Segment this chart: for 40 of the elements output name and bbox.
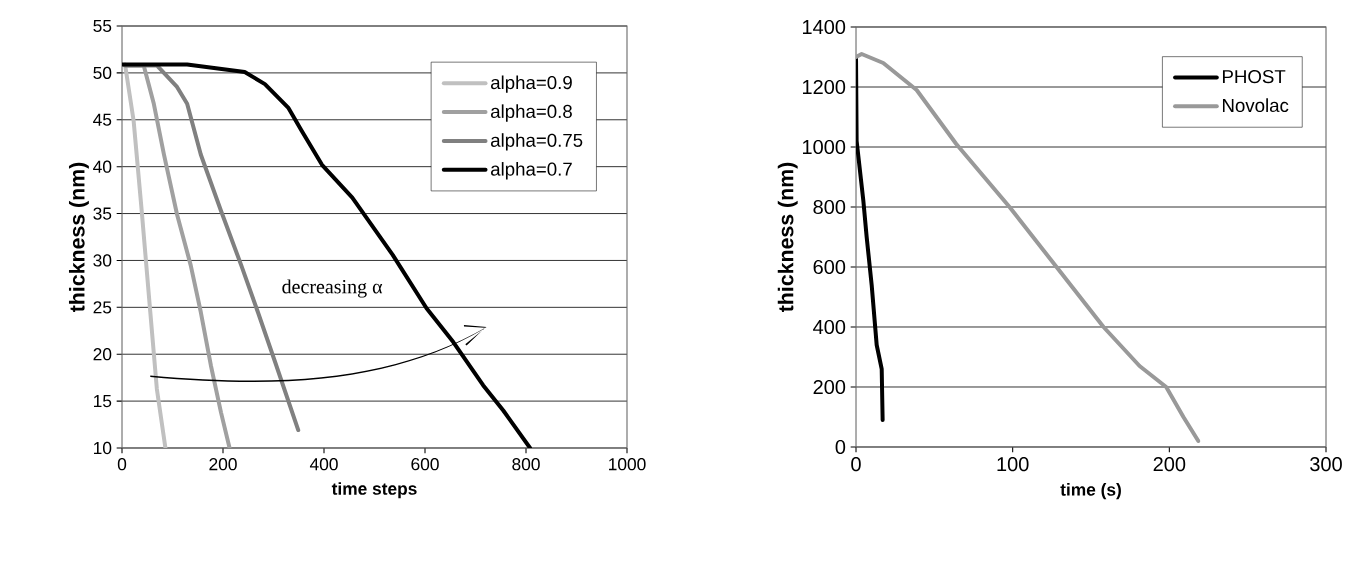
legend-label: alpha=0.7	[490, 162, 572, 180]
y-tick-label: 1400	[803, 19, 846, 35]
x-tick-label: 300	[1310, 457, 1342, 472]
line-series	[856, 52, 1201, 443]
y-tick-label: 20	[93, 348, 112, 361]
x-tick-label: 0	[117, 458, 127, 471]
y-tick-label: 1200	[803, 79, 846, 95]
y-tick-label: 0	[835, 439, 846, 455]
y-tick-label: 30	[93, 254, 112, 267]
x-axis-title: time steps	[331, 482, 417, 499]
legend-label: alpha=0.8	[490, 104, 572, 122]
y-tick-label: 45	[93, 113, 112, 126]
legend-label: alpha=0.75	[490, 133, 583, 151]
y-axis-title: thickness (nm)	[68, 162, 89, 313]
y-tick-label: 50	[93, 66, 112, 80]
y-tick-label: 15	[94, 395, 112, 408]
y-axis-title: thickness (nm)	[777, 162, 798, 313]
x-tick-label: 1000	[609, 458, 646, 471]
y-tick-label: 200	[813, 379, 846, 395]
legend-label: alpha=0.9	[490, 75, 572, 93]
x-tick-label: 100	[997, 457, 1029, 472]
y-tick-label: 35	[93, 207, 112, 220]
x-tick-label: 200	[1153, 457, 1186, 472]
y-tick-label: 400	[813, 319, 846, 335]
y-tick-label: 55	[93, 19, 112, 33]
x-tick-label: 600	[411, 458, 439, 471]
annotation: decreasing α	[282, 279, 383, 298]
x-tick-label: 200	[209, 458, 237, 471]
y-tick-label: 25	[93, 301, 112, 314]
y-tick-label: 40	[93, 160, 112, 173]
x-tick-label: 400	[309, 458, 338, 471]
x-tick-label: 0	[851, 457, 861, 472]
x-tick-label: 800	[512, 458, 540, 471]
y-tick-label: 800	[813, 199, 846, 215]
y-tick-label: 1000	[803, 139, 846, 155]
legend-label: PHOST	[1222, 69, 1286, 84]
x-axis-title: time (s)	[1060, 483, 1121, 500]
y-tick-label: 10	[94, 441, 112, 455]
legend-label: Novolac	[1222, 98, 1289, 113]
y-tick-label: 600	[813, 259, 846, 275]
